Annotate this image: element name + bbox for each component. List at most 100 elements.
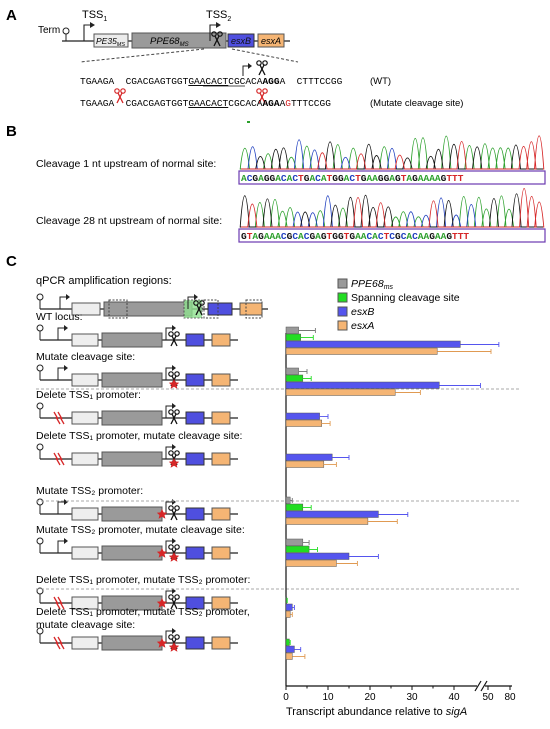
mutation-star-icon [156, 509, 168, 519]
gene-pe35 [93, 33, 129, 48]
x-tick-label: 80 [504, 692, 516, 703]
chromatogram-2 [239, 188, 545, 228]
chromatogram-1-sequence: ACGAGGACACTGACATGGACTGAAGGAGTAGAAAAGTTT [241, 173, 464, 184]
zoom-line-left [79, 48, 205, 63]
seq-mut: TGAAGA CGACGAGTGGTGAACACTCGCACAAGAAGTTTC… [80, 98, 331, 109]
x-tick-label: 10 [322, 692, 334, 703]
condition-row: Delete TSS₁ promoter: [36, 389, 238, 426]
chromatogram-2-label: Cleavage 28 nt upstream of normal site: [36, 215, 222, 227]
panel-a: A Term TSS1 PE35MS PPE68MS TSS2 esxB esx… [6, 7, 463, 109]
bar-chart: 0 10 20 30 40 50 80 [283, 326, 516, 703]
legend-swatch-spanning [337, 292, 348, 303]
x-tick-label: 40 [448, 692, 460, 703]
scissors-icon [211, 31, 223, 47]
condition-row: Delete TSS₁ promoter, mutate cleavage si… [36, 430, 242, 468]
panel-b: B Cleavage 1 nt upstream of normal site:… [6, 121, 546, 243]
chromatogram-1-seq-box [238, 170, 546, 185]
bar-3-7 [285, 652, 293, 660]
tss2-arrow-icon [209, 24, 218, 41]
gene-esxb-label: esxB [231, 36, 251, 46]
bar-2-1 [285, 381, 440, 389]
bar-3-2 [285, 419, 322, 427]
deletion-mark-icon [53, 596, 61, 610]
mutation-star-icon [156, 548, 168, 558]
tss1-arrow-icon [83, 24, 92, 41]
condition-label: Mutate TSS₂ promoter: [36, 485, 143, 497]
panel-a-label: A [6, 7, 17, 24]
deletion-mark-icon [53, 636, 61, 650]
gene-ppe68 [131, 32, 227, 49]
tss2-arrowhead-icon [216, 22, 221, 28]
scissors-icon [168, 594, 180, 610]
condition-label: Delete TSS₁ promoter, mutate TSS₂ promot… [36, 574, 250, 586]
terminator-icon [62, 27, 70, 35]
chromatogram-1 [239, 135, 545, 170]
deletion-mark-icon [53, 452, 61, 466]
mutation-star-icon [168, 379, 180, 389]
scissors-icon [168, 409, 180, 425]
bar-1-5 [285, 545, 310, 553]
x-axis-label: Transcript abundance relative to sigA [286, 706, 467, 718]
condition-list: WT locus: Mutate cleavage site: Delete TSS… [36, 311, 250, 652]
bar-2-0 [285, 340, 461, 348]
trace-t [241, 188, 545, 228]
condition-row: Delete TSS₁ promoter, mutate TSS₂ promot… [36, 606, 250, 652]
mutation-star-icon [156, 638, 168, 648]
gene-esxb [227, 33, 255, 48]
condition-label: Delete TSS₁ promoter: [36, 389, 141, 401]
x-tick-label: 0 [283, 692, 289, 703]
gene-pe35-label: PE35MS [96, 36, 125, 48]
condition-row: Mutate TSS₂ promoter: [36, 485, 238, 522]
bar-1-1 [285, 374, 304, 382]
bar-0-0 [285, 326, 299, 334]
bar-3-5 [285, 559, 337, 567]
bar-2-2 [285, 412, 320, 420]
bar-1-7 [285, 638, 290, 646]
mutation-star-icon [168, 642, 180, 652]
trace-t [241, 135, 545, 170]
tss1-label: TSS1 [82, 9, 107, 23]
legend-label-spanning: Spanning cleavage site [351, 292, 460, 304]
x-tick-label: 20 [364, 692, 376, 703]
tss2-label: TSS2 [206, 9, 231, 23]
bar-3-1 [285, 388, 396, 396]
gene-esxa [257, 33, 285, 48]
scissors-icon [168, 331, 180, 347]
tick-mark [247, 121, 250, 123]
condition-label-line2: mutate cleavage site: [36, 619, 135, 631]
bar-0-5 [285, 538, 304, 546]
mutation-star-icon [168, 458, 180, 468]
mut-scissors-left-icon [114, 88, 126, 104]
seq-scissors-icon [256, 60, 268, 76]
zoom-line-right [231, 48, 299, 63]
condition-row: Mutate TSS₂ promoter, mutate cleavage si… [36, 524, 245, 562]
bar-0-4 [285, 496, 291, 504]
bar-1-0 [285, 333, 301, 341]
chromatogram-2-sequence: GTAGAAACGCACGAGTGGTGAACACTCGCACAAGAAGTTT [241, 231, 469, 242]
term-label: Term [38, 25, 60, 36]
condition-row: WT locus: [36, 311, 238, 348]
mut-scissors-right-icon [256, 88, 268, 104]
x-tick-label: 50 [482, 692, 494, 703]
condition-row: Mutate cleavage site: [36, 351, 238, 389]
condition-label: Delete TSS₁ promoter, mutate TSS₂ promot… [36, 606, 250, 618]
seq-wt: TGAAGA CGACGAGTGGTGAACACTCGCACAAGGA CTTT… [80, 76, 343, 87]
gene-ppe68-label: PPE68MS [150, 36, 189, 48]
condition-label: Mutate TSS₂ promoter, mutate cleavage si… [36, 524, 245, 536]
tss1-arrowhead-icon [90, 22, 95, 28]
condition-row: Delete TSS₁ promoter, mutate TSS₂ promot… [36, 574, 250, 611]
bar-2-5 [285, 552, 350, 560]
mutation-star-icon [168, 552, 180, 562]
legend-swatch-esxa [337, 320, 348, 331]
seq-mut-label: (Mutate cleavage site) [370, 98, 463, 109]
seq-tss-arrowhead-icon [248, 63, 252, 69]
seq-tss-arrow-icon [242, 65, 249, 76]
bar-3-6 [285, 610, 291, 618]
trace-g [239, 193, 543, 228]
bar-0-1 [285, 367, 299, 375]
x-tick-label: 30 [406, 692, 418, 703]
chromatogram-2-seq-box [238, 228, 546, 243]
panel-b-label: B [6, 123, 17, 140]
legend-label-esxa: esxA [351, 320, 374, 332]
bar-2-4 [285, 510, 379, 518]
